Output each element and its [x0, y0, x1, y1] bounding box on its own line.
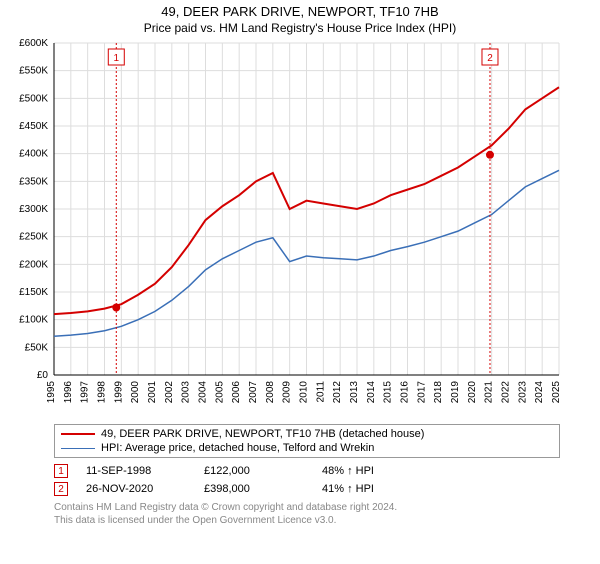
chart-svg: £0 £50K £100K £150K £200K £250K £300K £350K £400… — [0, 35, 600, 415]
svg-text:2014: 2014 — [366, 381, 377, 404]
svg-text:1997: 1997 — [80, 381, 91, 404]
svg-text:2009: 2009 — [282, 381, 293, 404]
event-date: 26-NOV-2020 — [86, 483, 186, 495]
svg-text:2017: 2017 — [416, 381, 427, 404]
svg-text:2001: 2001 — [147, 381, 158, 404]
svg-text:2021: 2021 — [484, 381, 495, 404]
svg-text:£0: £0 — [37, 370, 49, 381]
event-pct: 48% ↑ HPI — [322, 465, 422, 477]
svg-text:1995: 1995 — [46, 381, 57, 404]
svg-text:1996: 1996 — [63, 381, 74, 404]
svg-text:£500K: £500K — [19, 93, 48, 104]
legend-label: HPI: Average price, detached house, Telf… — [101, 442, 374, 454]
svg-text:£100K: £100K — [19, 315, 48, 326]
svg-text:2015: 2015 — [383, 381, 394, 404]
svg-text:2025: 2025 — [551, 381, 562, 404]
svg-text:2013: 2013 — [349, 381, 360, 404]
svg-text:£150K: £150K — [19, 287, 48, 298]
svg-text:£350K: £350K — [19, 176, 48, 187]
svg-text:2007: 2007 — [248, 381, 259, 404]
chart-title: 49, DEER PARK DRIVE, NEWPORT, TF10 7HB — [0, 4, 600, 19]
chart-subtitle: Price paid vs. HM Land Registry's House … — [0, 21, 600, 35]
svg-text:2008: 2008 — [265, 381, 276, 404]
event-pct: 41% ↑ HPI — [322, 483, 422, 495]
event-row: 2 26-NOV-2020 £398,000 41% ↑ HPI — [54, 480, 560, 498]
svg-text:£450K: £450K — [19, 121, 48, 132]
svg-text:2006: 2006 — [231, 381, 242, 404]
svg-text:2: 2 — [487, 53, 493, 64]
svg-text:£250K: £250K — [19, 232, 48, 243]
legend-item: 49, DEER PARK DRIVE, NEWPORT, TF10 7HB (… — [61, 427, 553, 441]
svg-text:2004: 2004 — [198, 381, 209, 404]
svg-text:1998: 1998 — [97, 381, 108, 404]
legend-item: HPI: Average price, detached house, Telf… — [61, 441, 553, 455]
svg-text:1: 1 — [114, 53, 120, 64]
svg-text:2019: 2019 — [450, 381, 461, 404]
events-table: 1 11-SEP-1998 £122,000 48% ↑ HPI 2 26-NOV-202… — [54, 462, 560, 498]
svg-text:2005: 2005 — [214, 381, 225, 404]
svg-text:2011: 2011 — [315, 381, 326, 403]
svg-text:2020: 2020 — [467, 381, 478, 404]
chart-container: £0 £50K £100K £150K £200K £250K £300K £350K £400… — [0, 35, 600, 420]
svg-text:£550K: £550K — [19, 66, 48, 77]
legend-swatch — [61, 448, 95, 449]
event-price: £122,000 — [204, 465, 304, 477]
event-row: 1 11-SEP-1998 £122,000 48% ↑ HPI — [54, 462, 560, 480]
svg-text:£50K: £50K — [25, 342, 49, 353]
license-text: Contains HM Land Registry data © Crown c… — [54, 502, 560, 527]
svg-text:1999: 1999 — [113, 381, 124, 404]
event-price: £398,000 — [204, 483, 304, 495]
event-date: 11-SEP-1998 — [86, 465, 186, 477]
svg-text:£400K: £400K — [19, 149, 48, 160]
event-marker-box: 1 — [54, 464, 68, 478]
svg-text:2023: 2023 — [517, 381, 528, 404]
svg-text:2016: 2016 — [400, 381, 411, 404]
svg-text:2003: 2003 — [181, 381, 192, 404]
svg-text:£300K: £300K — [19, 204, 48, 215]
svg-text:£200K: £200K — [19, 259, 48, 270]
svg-text:£600K: £600K — [19, 38, 48, 49]
svg-text:2022: 2022 — [501, 381, 512, 404]
license-line-1: Contains HM Land Registry data © Crown c… — [54, 502, 560, 515]
svg-text:2000: 2000 — [130, 381, 141, 404]
svg-text:2024: 2024 — [534, 381, 545, 404]
legend-swatch — [61, 433, 95, 435]
legend-label: 49, DEER PARK DRIVE, NEWPORT, TF10 7HB (… — [101, 428, 424, 440]
legend: 49, DEER PARK DRIVE, NEWPORT, TF10 7HB (… — [54, 424, 560, 458]
event-marker-box: 2 — [54, 482, 68, 496]
svg-text:2018: 2018 — [433, 381, 444, 404]
svg-text:2010: 2010 — [299, 381, 310, 404]
license-line-2: This data is licensed under the Open Gov… — [54, 515, 560, 528]
svg-text:2012: 2012 — [332, 381, 343, 404]
svg-text:2002: 2002 — [164, 381, 175, 404]
